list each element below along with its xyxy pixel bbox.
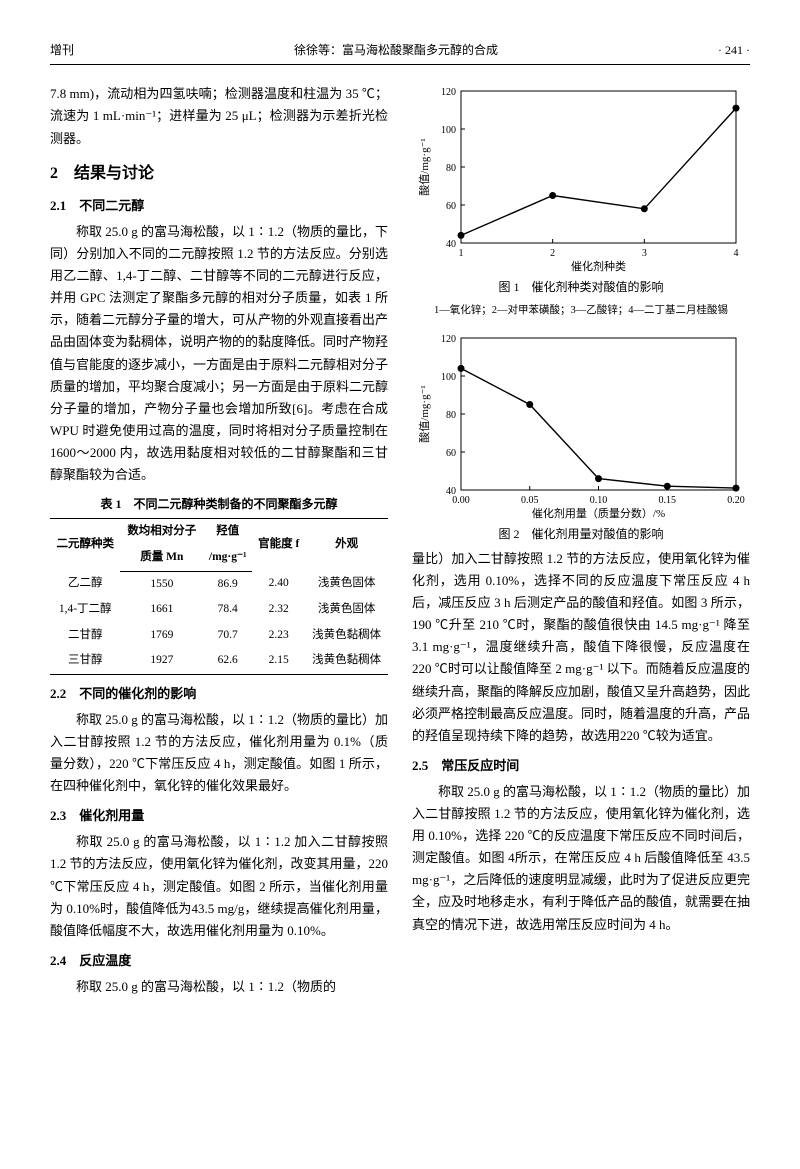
table1-caption: 表 1 不同二元醇种类制备的不同聚酯多元醇 — [50, 494, 388, 514]
figure-2-chart: 4060801001200.000.050.100.150.20酸值/mg·g⁻… — [416, 330, 746, 520]
content-columns: 7.8 mm)，流动相为四氢呋喃；检测器温度和柱温为 35 ℃；流速为 1 mL… — [50, 83, 750, 1000]
section-2-4-title: 2.4 反应温度 — [50, 950, 388, 972]
figure-1-caption: 图 1 催化剂种类对酸值的影响 — [412, 277, 750, 297]
svg-text:0.00: 0.00 — [452, 495, 470, 506]
svg-text:40: 40 — [446, 239, 456, 250]
right-column: 40 60 80 100 120 1 2 3 4 酸值/mg·g⁻¹ 催化剂种类 图 1 催化剂种类… — [412, 83, 750, 1000]
table1-body: 乙二醇155086.92.40浅黄色固体 1,4-丁二醇166178.42.32… — [50, 571, 388, 674]
section-2-2-body: 称取 25.0 g 的富马海松酸，以 1∶1.2（物质的量比）加入二甘醇按照 1… — [50, 709, 388, 797]
svg-text:0.20: 0.20 — [727, 495, 745, 506]
left-column: 7.8 mm)，流动相为四氢呋喃；检测器温度和柱温为 35 ℃；流速为 1 mL… — [50, 83, 388, 1000]
th-type: 二元醇种类 — [50, 519, 120, 571]
svg-text:3: 3 — [642, 248, 647, 259]
section-2-2-title: 2.2 不同的催化剂的影响 — [50, 683, 388, 705]
svg-text:80: 80 — [446, 410, 456, 421]
section-2-5-body: 称取 25.0 g 的富马海松酸，以 1∶1.2（物质的量比）加入二甘醇按照 1… — [412, 781, 750, 936]
table-row: 三甘醇192762.62.15浅黄色黏稠体 — [50, 648, 388, 674]
th-oh-b: /mg·g⁻¹ — [203, 545, 252, 571]
section-2-3-title: 2.3 催化剂用量 — [50, 805, 388, 827]
section-2-5-title: 2.5 常压反应时间 — [412, 755, 750, 777]
svg-text:4: 4 — [734, 248, 739, 259]
th-f: 官能度 f — [252, 519, 305, 571]
th-mn-b: 质量 Mn — [120, 545, 203, 571]
table-row: 二甘醇176970.72.23浅黄色黏稠体 — [50, 623, 388, 649]
header-center: 徐徐等：富马海松酸聚酯多元醇的合成 — [294, 40, 498, 60]
svg-text:120: 120 — [441, 87, 456, 98]
right-body-1: 量比）加入二甘醇按照 1.2 节的方法反应，使用氧化锌为催化剂，选用 0.10%… — [412, 548, 750, 747]
svg-text:0.05: 0.05 — [521, 495, 539, 506]
svg-text:0.15: 0.15 — [659, 495, 677, 506]
figure-2-caption: 图 2 催化剂用量对酸值的影响 — [412, 524, 750, 544]
svg-text:酸值/mg·g⁻¹: 酸值/mg·g⁻¹ — [417, 139, 431, 196]
figure-1-legend: 1—氧化锌；2—对甲苯磺酸；3—乙酸锌；4—二丁基二月桂酸锡 — [412, 302, 750, 320]
th-appearance: 外观 — [305, 519, 388, 571]
section-2-1-body: 称取 25.0 g 的富马海松酸，以 1∶1.2（物质的量比，下同）分别加入不同… — [50, 221, 388, 486]
svg-text:100: 100 — [441, 125, 456, 136]
section-2-4-body: 称取 25.0 g 的富马海松酸，以 1∶1.2（物质的 — [50, 976, 388, 998]
svg-text:催化剂用量（质量分数）/%: 催化剂用量（质量分数）/% — [532, 506, 665, 520]
table-row: 乙二醇155086.92.40浅黄色固体 — [50, 571, 388, 597]
page-header: 增刊 徐徐等：富马海松酸聚酯多元醇的合成 · 241 · — [50, 40, 750, 65]
intro-text: 7.8 mm)，流动相为四氢呋喃；检测器温度和柱温为 35 ℃；流速为 1 mL… — [50, 83, 388, 149]
header-left: 增刊 — [50, 40, 74, 60]
table1: 二元醇种类 数均相对分子 羟值 官能度 f 外观 质量 Mn /mg·g⁻¹ 乙… — [50, 518, 388, 674]
svg-text:80: 80 — [446, 163, 456, 174]
section-2-1-title: 2.1 不同二元醇 — [50, 195, 388, 217]
svg-text:2: 2 — [550, 248, 555, 259]
section-2-title: 2 结果与讨论 — [50, 160, 388, 187]
section-2-3-body: 称取 25.0 g 的富马海松酸，以 1∶1.2 加入二甘醇按照 1.2 节的方… — [50, 831, 388, 941]
figure-1-chart: 40 60 80 100 120 1 2 3 4 酸值/mg·g⁻¹ 催化剂种类 — [416, 83, 746, 273]
header-right: · 241 · — [718, 40, 750, 60]
svg-text:酸值/mg·g⁻¹: 酸值/mg·g⁻¹ — [417, 385, 431, 442]
th-oh-a: 羟值 — [203, 519, 252, 545]
svg-text:120: 120 — [441, 334, 456, 345]
svg-text:60: 60 — [446, 201, 456, 212]
table-row: 1,4-丁二醇166178.42.32浅黄色固体 — [50, 597, 388, 623]
th-mn-a: 数均相对分子 — [120, 519, 203, 545]
svg-text:60: 60 — [446, 448, 456, 459]
svg-text:1: 1 — [459, 248, 464, 259]
svg-text:100: 100 — [441, 372, 456, 383]
svg-text:催化剂种类: 催化剂种类 — [571, 259, 626, 273]
svg-text:0.10: 0.10 — [590, 495, 608, 506]
